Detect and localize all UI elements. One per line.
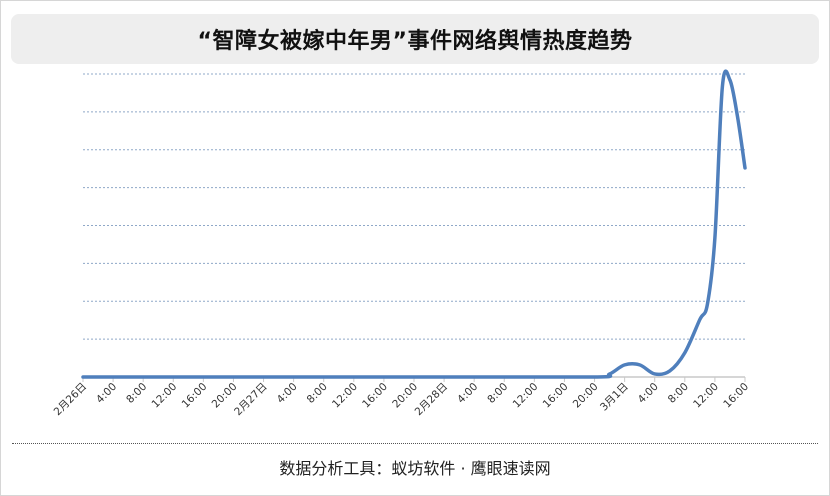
title-banner: “智障女被嫁中年男”事件网络舆情热度趋势 bbox=[11, 14, 819, 64]
chart-title: “智障女被嫁中年男”事件网络舆情热度趋势 bbox=[197, 29, 633, 54]
x-tick-label: 2月28日 bbox=[413, 381, 451, 419]
x-tick-label: 8:00 bbox=[305, 381, 330, 406]
footer-divider bbox=[12, 443, 818, 444]
x-tick-label: 2月27日 bbox=[232, 381, 270, 419]
series-line bbox=[81, 69, 747, 379]
x-tick-label: 4:00 bbox=[94, 381, 119, 406]
x-tick-label: 12:00 bbox=[511, 381, 541, 411]
x-tick-label: 4:00 bbox=[636, 381, 661, 406]
x-tick-label: 4:00 bbox=[275, 381, 300, 406]
x-tick-label: 16:00 bbox=[360, 381, 390, 411]
x-tick-label: 20:00 bbox=[571, 381, 601, 411]
x-tick-label: 8:00 bbox=[124, 381, 149, 406]
x-tick-label: 2月26日 bbox=[52, 381, 90, 419]
x-tick-label: 16:00 bbox=[541, 381, 571, 411]
x-tick-label: 16:00 bbox=[180, 381, 210, 411]
x-tick-label: 16:00 bbox=[721, 381, 751, 411]
x-tick-label: 12:00 bbox=[691, 381, 721, 411]
x-tick-label: 8:00 bbox=[485, 381, 510, 406]
x-tick-label: 3月1日 bbox=[598, 381, 631, 414]
x-tick-label: 8:00 bbox=[666, 381, 691, 406]
x-tick-label: 12:00 bbox=[150, 381, 180, 411]
x-tick-label: 12:00 bbox=[330, 381, 360, 411]
x-tick-label: 4:00 bbox=[455, 381, 480, 406]
footer-source: 数据分析工具：蚁坊软件 · 鹰眼速读网 bbox=[279, 459, 551, 478]
